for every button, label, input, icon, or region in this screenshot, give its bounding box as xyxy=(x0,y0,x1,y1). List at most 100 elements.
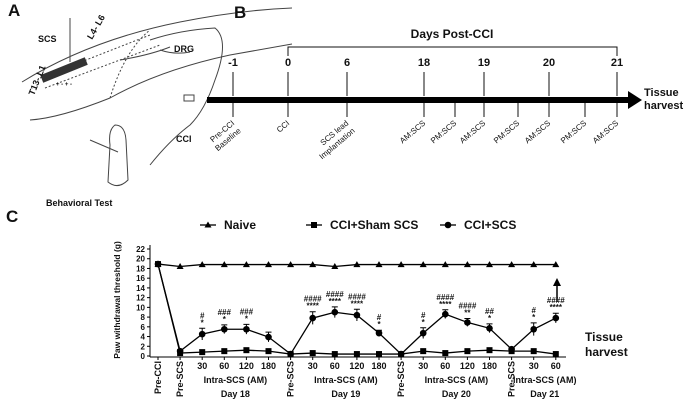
marker xyxy=(552,351,559,358)
marker xyxy=(311,222,317,228)
significance-label: #### xyxy=(436,293,454,302)
marker xyxy=(486,324,493,332)
y-tick-label: 0 xyxy=(141,352,146,361)
day-label: 6 xyxy=(344,57,350,69)
x-group-day: Day 18 xyxy=(221,389,250,399)
marker xyxy=(243,347,250,354)
marker xyxy=(331,308,339,316)
end-label-line: Tissue xyxy=(644,87,679,99)
day-label: 0 xyxy=(285,57,291,69)
event-label: AM:SCS xyxy=(398,119,427,146)
significance-label: ### xyxy=(218,308,232,317)
marker xyxy=(442,310,449,318)
y-tick-label: 12 xyxy=(136,294,145,303)
event-label-line: AM:SCS xyxy=(458,119,487,146)
marker xyxy=(331,351,338,358)
marker xyxy=(176,347,184,355)
event-label-line: PM:SCS xyxy=(559,119,588,146)
x-group-label: Intra-SCS (AM) xyxy=(513,375,577,385)
significance-label: #### xyxy=(459,302,477,311)
polarity-label: + - + - xyxy=(56,82,72,88)
x-tick-label: 30 xyxy=(418,361,428,371)
marker xyxy=(221,348,228,355)
significance-label: #### xyxy=(348,292,366,301)
y-tick-label: 14 xyxy=(136,284,145,293)
significance-label: * xyxy=(201,318,205,327)
significance-label: #### xyxy=(304,295,322,304)
marker xyxy=(442,350,449,357)
marker xyxy=(353,311,361,319)
rat-body xyxy=(21,7,293,121)
y-tick-label: 6 xyxy=(141,323,146,332)
end-label-line: harvest xyxy=(644,100,683,112)
event-label: Pre-CCIBaseline xyxy=(207,118,243,153)
significance-label: **** xyxy=(439,300,452,309)
significance-label: **** xyxy=(329,297,342,306)
event-label: AM:SCS xyxy=(458,119,487,146)
x-tick-label: 180 xyxy=(261,361,276,371)
panel-a-illustration xyxy=(21,7,293,186)
marker xyxy=(530,348,537,355)
drg-label: DRG xyxy=(174,44,194,54)
significance-label: * xyxy=(488,314,492,323)
marker xyxy=(552,314,560,322)
marker xyxy=(287,350,294,358)
y-tick-label: 8 xyxy=(141,313,146,322)
y-tick-label: 4 xyxy=(141,333,146,342)
legend-label: CCI+Sham SCS xyxy=(330,218,418,232)
x-group-label: Intra-SCS (AM) xyxy=(314,375,378,385)
marker xyxy=(198,330,206,338)
marker xyxy=(204,221,212,228)
marker xyxy=(353,261,361,268)
event-label: AM:SCS xyxy=(523,119,552,146)
significance-label: ## xyxy=(485,307,494,316)
behavior-label: Behavioral Test xyxy=(46,198,112,208)
marker xyxy=(508,345,515,353)
marker xyxy=(220,261,228,268)
marker xyxy=(397,261,405,268)
x-group-day: Day 21 xyxy=(530,389,559,399)
marker xyxy=(464,348,471,355)
marker xyxy=(331,263,339,270)
spine-label: L4- L6 xyxy=(85,13,107,41)
marker xyxy=(176,263,184,270)
x-tick-label: Pre-SCS xyxy=(286,361,296,397)
y-tick-label: 20 xyxy=(136,255,145,264)
end-label: Tissue harvest xyxy=(644,87,683,112)
marker xyxy=(265,348,272,355)
day-label: 21 xyxy=(611,57,623,69)
x-tick-label: 120 xyxy=(239,361,254,371)
x-group-label: Intra-SCS (AM) xyxy=(204,375,268,385)
sciatic-nerve xyxy=(149,27,223,166)
marker xyxy=(309,314,317,322)
arrow-head xyxy=(628,91,642,109)
significance-label: * xyxy=(223,315,227,324)
day-label: 18 xyxy=(418,57,430,69)
marker xyxy=(530,261,538,268)
marker xyxy=(309,350,316,357)
event-label-line: AM:SCS xyxy=(591,119,620,146)
x-tick-label: 180 xyxy=(482,361,497,371)
marker xyxy=(397,350,405,358)
scs-label: SCS xyxy=(38,34,57,44)
marker xyxy=(309,261,317,268)
x-tick-label: Pre-SCS xyxy=(175,361,185,397)
event-label: CCI xyxy=(275,119,291,135)
event-label: PM:SCS xyxy=(429,119,458,146)
significance-label: ** xyxy=(464,309,471,318)
y-tick-label: 2 xyxy=(141,342,146,351)
event-label-line: AM:SCS xyxy=(398,119,427,146)
x-tick-label: 180 xyxy=(371,361,386,371)
marker xyxy=(376,351,382,358)
significance-label: # xyxy=(377,313,382,322)
significance-label: # xyxy=(531,306,536,315)
annotation-label-line: Tissue xyxy=(585,330,623,344)
marker xyxy=(353,351,360,358)
annotation-label: Tissue harvest xyxy=(585,330,628,359)
significance-label: #### xyxy=(547,296,565,305)
marker xyxy=(199,349,206,356)
drg-nerves xyxy=(119,46,191,61)
x-tick-label: Pre-CCI xyxy=(153,361,163,394)
legend-label: CCI+SCS xyxy=(464,218,516,232)
